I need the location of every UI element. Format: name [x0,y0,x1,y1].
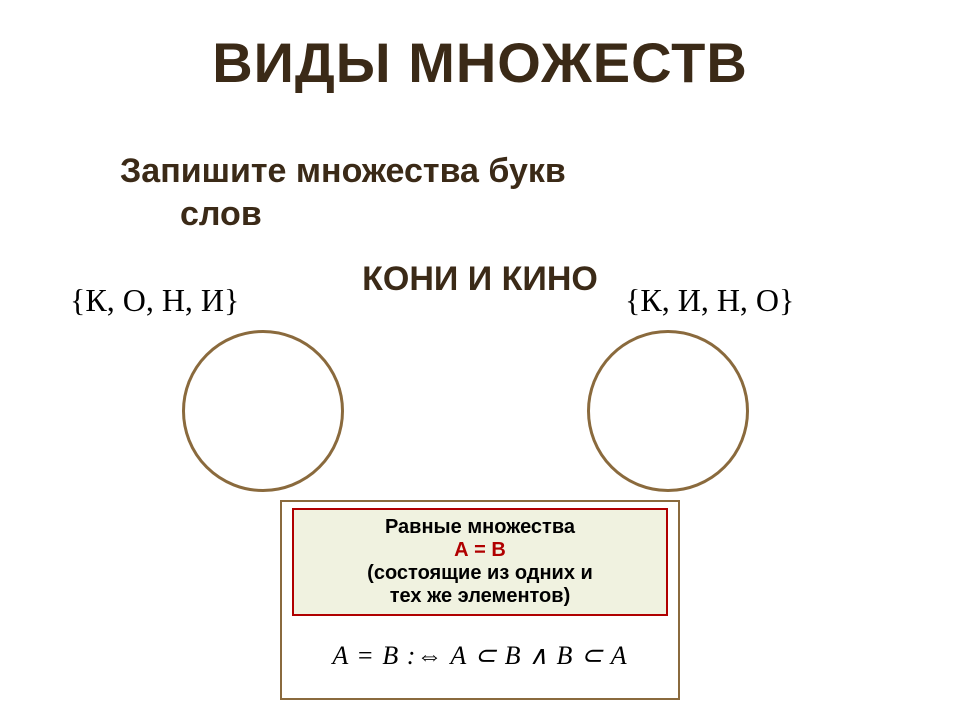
formula: A = B :⇔ A ⊂ B ∧ B ⊂ A [300,632,660,680]
set-right-label: {К, И, Н, О} [625,282,794,319]
slide: ВИДЫ МНОЖЕСТВ Запишите множества букв сл… [0,0,960,720]
slide-title: ВИДЫ МНОЖЕСТВ [0,30,960,95]
def-line4: тех же элементов) [298,585,662,608]
definition-inner: Равные множества А = В (состоящие из одн… [292,508,668,616]
subtitle: Запишите множества букв слов [120,150,840,235]
definition-box: Равные множества А = В (состоящие из одн… [280,500,680,700]
venn-circle-right [587,330,749,492]
def-line3: (состоящие из одних и [298,562,662,585]
venn-circle-left [182,330,344,492]
def-line2: А = В [298,539,662,562]
subtitle-line1: Запишите множества букв [120,150,840,193]
subtitle-line2: слов [120,193,840,236]
def-line1: Равные множества [298,516,662,539]
set-left-label: {К, О, Н, И} [70,282,239,319]
